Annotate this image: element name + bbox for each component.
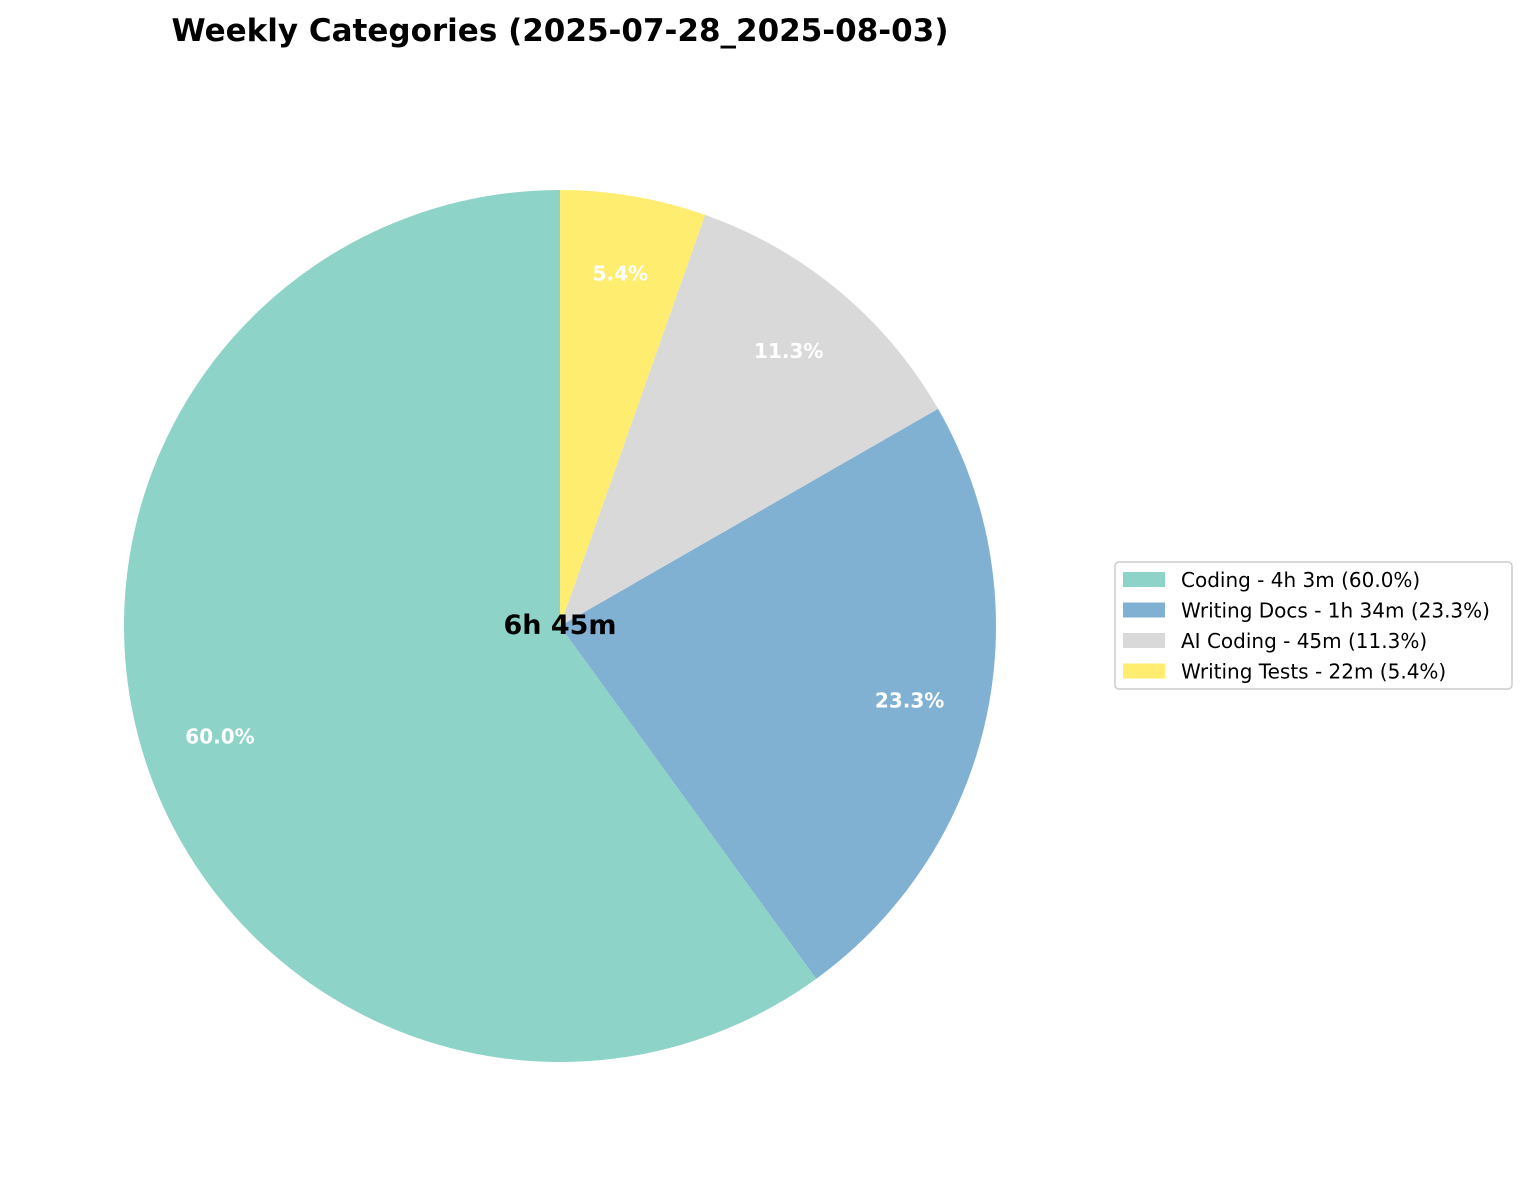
legend-label-ai-coding: AI Coding - 45m (11.3%) [1181, 629, 1427, 653]
legend-swatch-writing-docs [1123, 602, 1165, 618]
legend-swatch-ai-coding [1123, 633, 1165, 648]
legend-label-writing-docs: Writing Docs - 1h 34m (23.3%) [1181, 599, 1490, 623]
slice-label-writing-docs: 23.3% [875, 689, 944, 713]
pie-slice-writing-tests [560, 190, 706, 626]
chart-title: Weekly Categories (2025-07-28_2025-08-03… [172, 13, 949, 49]
legend-label-coding: Coding - 4h 3m (60.0%) [1181, 568, 1420, 592]
legend: Coding - 4h 3m (60.0%) Writing Docs - 1h … [1114, 561, 1513, 690]
legend-label-writing-tests: Writing Tests - 22m (5.4%) [1181, 660, 1446, 684]
legend-frame [1114, 561, 1513, 690]
pie-slice-ai-coding [560, 214, 939, 626]
center-total-label: 6h 45m [503, 610, 616, 641]
pie-slice-labels: 60.0% 23.3% 11.3% 5.4% [185, 262, 944, 749]
pie-slice-writing-docs [560, 408, 996, 979]
slice-label-coding: 60.0% [185, 724, 254, 748]
legend-swatch-writing-tests [1123, 663, 1165, 679]
slice-label-ai-coding: 11.3% [754, 339, 823, 363]
pie-slice-coding [123, 190, 817, 1062]
slice-label-writing-tests: 5.4% [593, 262, 648, 286]
pie-slices [123, 190, 996, 1062]
legend-swatch-coding [1123, 572, 1165, 587]
